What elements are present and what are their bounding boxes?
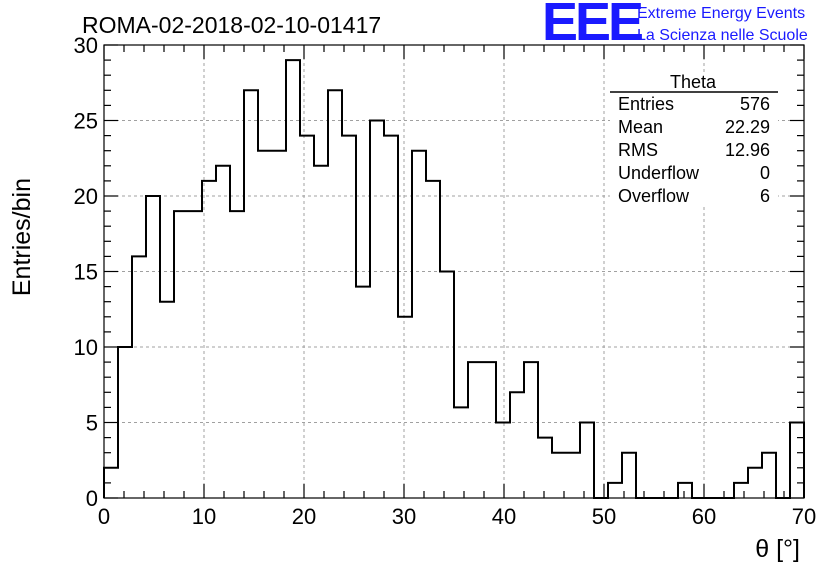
stats-row-label: Mean [618,117,663,137]
x-tick-label: 20 [292,504,316,529]
histogram-bin [174,211,188,498]
histogram-bin [398,317,412,498]
logo-mark: EEE [542,0,642,52]
stats-row-label: Underflow [618,163,700,183]
stats-rows: Entries 576 Mean 22.29 RMS 12.96 Underflow 0 Ove… [618,94,770,206]
stats-row-label: Overflow [618,186,690,206]
histogram-bin [132,256,146,498]
histogram-bin [790,423,804,499]
y-tick-label: 20 [74,184,98,209]
x-tick-label: 30 [392,504,416,529]
histogram-bin [370,121,384,499]
histogram-bin [748,468,762,498]
x-axis-label: θ [°] [755,535,800,563]
histogram-bin [440,272,454,499]
histogram-bin [314,166,328,498]
x-tick-label: 70 [792,504,816,529]
x-tick-label: 60 [692,504,716,529]
histogram-bin [608,483,622,498]
histogram-bin [272,151,286,498]
histogram-bin [342,136,356,498]
histogram-bin [510,392,524,498]
histogram-bin [384,136,398,498]
histogram-bin [300,136,314,498]
stats-box: Theta Entries 576 Mean 22.29 RMS 12.96 Underfl… [610,72,778,207]
x-tick-label: 40 [492,504,516,529]
x-tick-label: 10 [192,504,216,529]
histogram-bin [356,287,370,498]
histogram-bin [188,211,202,498]
histogram-bin [496,423,510,499]
histogram-bin [538,438,552,498]
histogram-bin [160,302,174,498]
histogram-bin [286,60,300,498]
histogram-bin [216,166,230,498]
stats-row-value: 0 [760,163,770,183]
stats-title: Theta [670,72,717,92]
stats-row-label: RMS [618,140,658,160]
histogram-bin [734,483,748,498]
histogram-bars [103,59,805,499]
histogram-bin [566,453,580,498]
logo-line-2: La Scienza nelle Scuole [637,27,808,44]
chart-title: ROMA-02-2018-02-10-01417 [82,12,381,38]
histogram-bin [468,362,482,498]
histogram-bin [328,90,342,498]
stats-box-background [610,72,778,207]
histogram-bin [482,362,496,498]
histogram-bin [580,423,594,499]
histogram-bin [244,90,258,498]
stats-row-value: 12.96 [725,140,770,160]
y-tick-label: 0 [86,486,98,511]
x-tick-label: 50 [592,504,616,529]
histogram-bin [678,483,692,498]
histogram-bin [412,151,426,498]
y-tick-label: 5 [86,411,98,436]
histogram-outline [103,59,805,499]
stats-row-value: 6 [760,186,770,206]
stats-row-value: 22.29 [725,117,770,137]
eee-logo: EEE Extreme Energy Events La Scienza nel… [542,0,808,52]
y-axis-label: Entries/bin [8,178,36,296]
axis-ticks [103,44,805,499]
y-tick-label: 25 [74,109,98,134]
histogram-bin [258,151,272,498]
histogram-bin [230,211,244,498]
stats-row-value: 576 [740,94,770,114]
y-tick-label: 10 [74,335,98,360]
y-tick-label: 15 [74,260,98,285]
y-tick-label: 30 [74,33,98,58]
histogram-bin [454,407,468,498]
histogram-bin [426,181,440,498]
logo-line-1: Extreme Energy Events [637,5,805,22]
stats-row-label: Entries [618,94,674,114]
x-tick-label: 0 [98,504,110,529]
histogram-bin [524,362,538,498]
